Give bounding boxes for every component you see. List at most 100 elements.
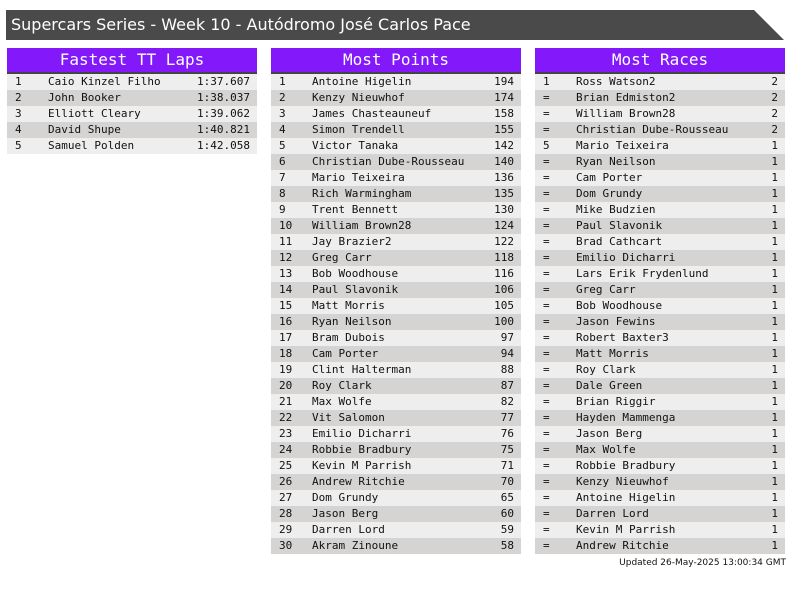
value-cell: 1 xyxy=(771,539,778,552)
fastest-tt-laps-panel: Fastest TT Laps 1 Caio Kinzel Filho 1:37.6… xyxy=(7,48,257,154)
value-cell: 1 xyxy=(771,187,778,200)
value-cell: 142 xyxy=(494,139,514,152)
most-races-panel: Most Races 1 Ross Watson2 2 = Brian Edmiston… xyxy=(535,48,785,554)
value-cell: 1 xyxy=(771,523,778,536)
value-cell: 1 xyxy=(771,491,778,504)
table-row: 1 Caio Kinzel Filho 1:37.607 xyxy=(7,74,257,90)
driver-name-cell: Bram Dubois xyxy=(312,331,385,344)
position-cell: = xyxy=(543,171,550,184)
driver-name-cell: Mario Teixeira xyxy=(576,139,669,152)
value-cell: 1 xyxy=(771,331,778,344)
position-cell: = xyxy=(543,155,550,168)
driver-name-cell: James Chasteauneuf xyxy=(312,107,432,120)
position-cell: = xyxy=(543,299,550,312)
position-cell: 13 xyxy=(279,267,293,280)
driver-name-cell: Darren Lord xyxy=(312,523,385,536)
driver-name-cell: Hayden Mammenga xyxy=(576,411,676,424)
value-cell: 1 xyxy=(771,411,778,424)
table-row: = Kevin M Parrish 1 xyxy=(535,522,785,538)
table-row: 9 Trent Bennett 130 xyxy=(271,202,521,218)
driver-name-cell: Dom Grundy xyxy=(312,491,379,504)
driver-name-cell: Cam Porter xyxy=(576,171,643,184)
value-cell: 116 xyxy=(494,267,514,280)
value-cell: 2 xyxy=(771,107,778,120)
position-cell: 4 xyxy=(279,123,286,136)
value-cell: 59 xyxy=(500,523,514,536)
position-cell: 29 xyxy=(279,523,293,536)
driver-name-cell: Andrew Ritchie xyxy=(312,475,405,488)
driver-name-cell: Robbie Bradbury xyxy=(576,459,676,472)
value-cell: 1 xyxy=(771,251,778,264)
table-row: = Mike Budzien 1 xyxy=(535,202,785,218)
leaderboard-rows: 1 Ross Watson2 2 = Brian Edmiston2 2 = William … xyxy=(535,74,785,554)
position-cell: 28 xyxy=(279,507,293,520)
table-row: = Brian Edmiston2 2 xyxy=(535,90,785,106)
table-row: 21 Max Wolfe 82 xyxy=(271,394,521,410)
table-row: = Jason Berg 1 xyxy=(535,426,785,442)
driver-name-cell: Paul Slavonik xyxy=(576,219,663,232)
value-cell: 60 xyxy=(500,507,514,520)
position-cell: 12 xyxy=(279,251,293,264)
driver-name-cell: Mike Budzien xyxy=(576,203,656,216)
driver-name-cell: Jay Brazier2 xyxy=(312,235,392,248)
position-cell: = xyxy=(543,235,550,248)
position-cell: = xyxy=(543,219,550,232)
table-row: 2 John Booker 1:38.037 xyxy=(7,90,257,106)
value-cell: 1 xyxy=(771,299,778,312)
position-cell: 4 xyxy=(15,123,22,136)
table-row: = Kenzy Nieuwhof 1 xyxy=(535,474,785,490)
position-cell: = xyxy=(543,379,550,392)
table-row: = Max Wolfe 1 xyxy=(535,442,785,458)
driver-name-cell: Rich Warmingham xyxy=(312,187,412,200)
driver-name-cell: Kevin M Parrish xyxy=(576,523,676,536)
position-cell: 16 xyxy=(279,315,293,328)
table-row: = Robbie Bradbury 1 xyxy=(535,458,785,474)
driver-name-cell: Roy Clark xyxy=(576,363,636,376)
driver-name-cell: Bob Woodhouse xyxy=(312,267,399,280)
position-cell: 5 xyxy=(279,139,286,152)
table-row: 4 David Shupe 1:40.821 xyxy=(7,122,257,138)
value-cell: 194 xyxy=(494,75,514,88)
driver-name-cell: Elliott Cleary xyxy=(48,107,141,120)
table-row: 7 Mario Teixeira 136 xyxy=(271,170,521,186)
table-row: 3 James Chasteauneuf 158 xyxy=(271,106,521,122)
value-cell: 1:42.058 xyxy=(197,139,250,152)
value-cell: 140 xyxy=(494,155,514,168)
driver-name-cell: Roy Clark xyxy=(312,379,372,392)
position-cell: 19 xyxy=(279,363,293,376)
driver-name-cell: Brian Edmiston2 xyxy=(576,91,676,104)
driver-name-cell: Ross Watson2 xyxy=(576,75,656,88)
table-row: 8 Rich Warmingham 135 xyxy=(271,186,521,202)
table-row: 11 Jay Brazier2 122 xyxy=(271,234,521,250)
panel-heading: Most Points xyxy=(271,48,521,74)
table-row: = William Brown28 2 xyxy=(535,106,785,122)
position-cell: 24 xyxy=(279,443,293,456)
position-cell: 2 xyxy=(279,91,286,104)
position-cell: = xyxy=(543,315,550,328)
driver-name-cell: Caio Kinzel Filho xyxy=(48,75,161,88)
value-cell: 135 xyxy=(494,187,514,200)
position-cell: 25 xyxy=(279,459,293,472)
value-cell: 100 xyxy=(494,315,514,328)
position-cell: = xyxy=(543,411,550,424)
value-cell: 1 xyxy=(771,363,778,376)
value-cell: 1 xyxy=(771,507,778,520)
table-row: 5 Victor Tanaka 142 xyxy=(271,138,521,154)
driver-name-cell: Jason Berg xyxy=(312,507,379,520)
value-cell: 158 xyxy=(494,107,514,120)
driver-name-cell: David Shupe xyxy=(48,123,121,136)
position-cell: 3 xyxy=(15,107,22,120)
driver-name-cell: John Booker xyxy=(48,91,121,104)
value-cell: 1 xyxy=(771,475,778,488)
table-row: 2 Kenzy Nieuwhof 174 xyxy=(271,90,521,106)
position-cell: = xyxy=(543,91,550,104)
table-row: = Dom Grundy 1 xyxy=(535,186,785,202)
value-cell: 1 xyxy=(771,459,778,472)
driver-name-cell: Andrew Ritchie xyxy=(576,539,669,552)
driver-name-cell: Jason Fewins xyxy=(576,315,656,328)
driver-name-cell: Antoine Higelin xyxy=(312,75,412,88)
position-cell: 1 xyxy=(15,75,22,88)
value-cell: 105 xyxy=(494,299,514,312)
driver-name-cell: Trent Bennett xyxy=(312,203,399,216)
driver-name-cell: Dom Grundy xyxy=(576,187,643,200)
